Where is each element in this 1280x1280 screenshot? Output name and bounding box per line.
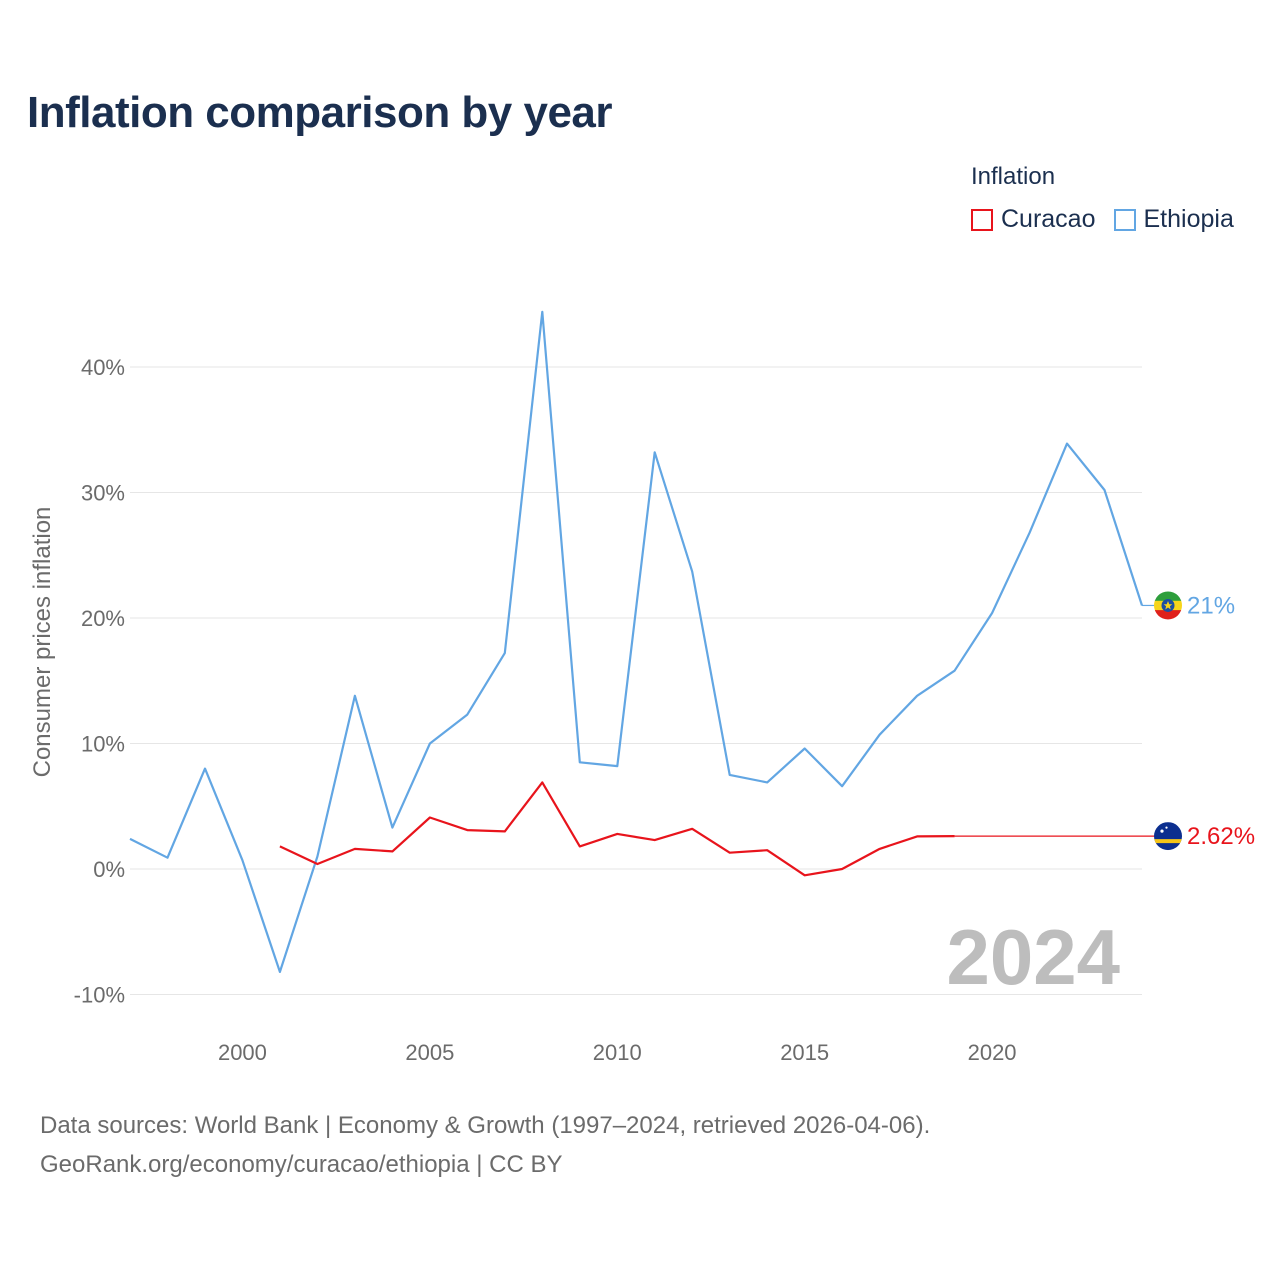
- x-axis-ticks: 2000 2005 2010 2015 2020: [218, 1040, 1017, 1065]
- y-tick-label: -10%: [74, 983, 125, 1008]
- footer: Data sources: World Bank | Economy & Gro…: [40, 1106, 930, 1184]
- grid-lines: [130, 366, 1142, 995]
- footer-sources: Data sources: World Bank | Economy & Gro…: [40, 1112, 931, 1139]
- y-axis-label: Consumer prices inflation: [29, 507, 56, 778]
- end-label-ethiopia: 21%: [1187, 592, 1235, 619]
- x-tick-label: 2020: [968, 1040, 1017, 1065]
- legend: Curacao Ethiopia: [971, 205, 1252, 234]
- y-tick-label: 10%: [81, 732, 125, 757]
- legend-title: Inflation: [971, 163, 1056, 190]
- legend-swatch-curacao: [971, 208, 993, 231]
- ethiopia-flag-icon: [1154, 591, 1182, 620]
- y-tick-label: 0%: [93, 857, 125, 882]
- series-lines: [129, 310, 1156, 973]
- end-markers: 21% 2.62%: [1154, 591, 1255, 851]
- footer-link[interactable]: GeoRank.org/economy/curacao/ethiopia | C…: [40, 1151, 563, 1178]
- y-tick-label: 30%: [81, 481, 125, 506]
- x-tick-label: 2010: [593, 1040, 642, 1065]
- legend-item-curacao[interactable]: Curacao: [971, 205, 1096, 234]
- year-watermark: 2024: [946, 913, 1120, 1001]
- y-tick-label: 40%: [81, 355, 125, 380]
- legend-label-curacao: Curacao: [1001, 205, 1096, 233]
- y-tick-label: 20%: [81, 606, 125, 631]
- chart-title: Inflation comparison by year: [27, 88, 613, 137]
- legend-item-ethiopia[interactable]: Ethiopia: [1113, 205, 1234, 234]
- legend-label-ethiopia: Ethiopia: [1143, 205, 1234, 233]
- series-line-ethiopia: [129, 310, 1144, 973]
- x-tick-label: 2015: [780, 1040, 829, 1065]
- end-label-curacao: 2.62%: [1187, 823, 1255, 850]
- legend-swatch-ethiopia: [1113, 208, 1136, 231]
- curacao-flag-icon: [1154, 822, 1182, 851]
- x-tick-label: 2005: [405, 1040, 454, 1065]
- y-axis-ticks: -10% 0% 10% 20% 30% 40%: [74, 355, 125, 1008]
- series-line-curacao: [279, 781, 955, 877]
- x-tick-label: 2000: [218, 1040, 267, 1065]
